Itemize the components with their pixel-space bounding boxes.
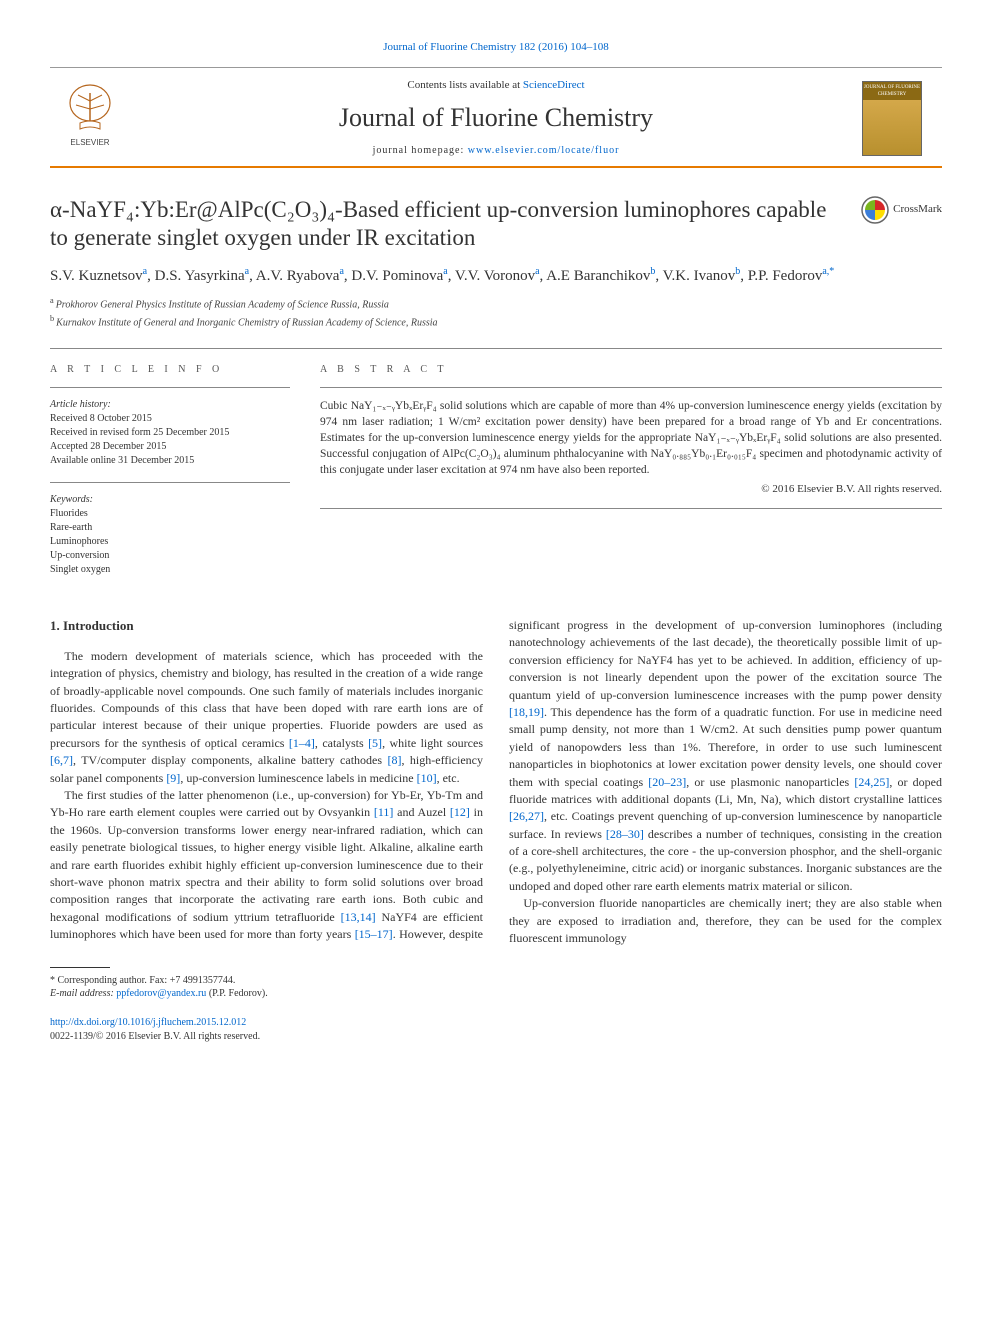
journal-citation-link[interactable]: Journal of Fluorine Chemistry 182 (2016)… xyxy=(383,41,608,53)
body-paragraph: Up-conversion fluoride nanoparticles are… xyxy=(509,895,942,947)
footnote-separator xyxy=(50,967,110,968)
ref-link[interactable]: [28–30] xyxy=(606,827,644,841)
section-heading: 1. Introduction xyxy=(50,617,483,636)
keyword: Fluorides xyxy=(50,507,290,521)
history-line: Accepted 28 December 2015 xyxy=(50,440,290,454)
journal-homepage: journal homepage: www.elsevier.com/locat… xyxy=(130,144,862,158)
ref-link[interactable]: [11] xyxy=(374,805,394,819)
crossmark-badge[interactable]: CrossMark xyxy=(861,196,942,224)
article-title: α-NaYF₄:Yb:Er@AlPc(C₂O₃)₄-Based efficien… xyxy=(50,196,861,251)
affiliation-b: Kurnakov Institute of General and Inorga… xyxy=(56,317,437,328)
email-who: (P.P. Fedorov). xyxy=(206,988,267,999)
ref-link[interactable]: [8] xyxy=(387,753,401,767)
corresponding-author: * Corresponding author. Fax: +7 49913577… xyxy=(50,974,942,987)
body-paragraph: The modern development of materials scie… xyxy=(50,648,483,787)
sciencedirect-link[interactable]: ScienceDirect xyxy=(523,79,585,91)
abstract-copyright: © 2016 Elsevier B.V. All rights reserved… xyxy=(320,482,942,497)
history-line: Received 8 October 2015 xyxy=(50,412,290,426)
ref-link[interactable]: [9] xyxy=(166,771,180,785)
article-info-column: A R T I C L E I N F O Article history: R… xyxy=(50,363,290,591)
abstract-heading: A B S T R A C T xyxy=(320,363,942,377)
masthead: ELSEVIER Contents lists available at Sci… xyxy=(50,67,942,168)
keyword: Luminophores xyxy=(50,535,290,549)
article-body: 1. Introduction The modern development o… xyxy=(50,617,942,947)
homepage-link[interactable]: www.elsevier.com/locate/fluor xyxy=(468,145,620,156)
ref-link[interactable]: [6,7] xyxy=(50,753,73,767)
contents-line: Contents lists available at ScienceDirec… xyxy=(130,78,862,93)
keyword: Singlet oxygen xyxy=(50,563,290,577)
ref-link[interactable]: [26,27] xyxy=(509,809,544,823)
separator xyxy=(50,348,942,349)
ref-link[interactable]: [24,25] xyxy=(854,775,889,789)
ref-link[interactable]: [13,14] xyxy=(341,910,376,924)
history-line: Received in revised form 25 December 201… xyxy=(50,426,290,440)
ref-link[interactable]: [18,19] xyxy=(509,705,544,719)
affiliations: aProkhorov General Physics Institute of … xyxy=(50,295,942,330)
email-label: E-mail address: xyxy=(50,988,114,999)
doi-link[interactable]: http://dx.doi.org/10.1016/j.jfluchem.201… xyxy=(50,1017,246,1028)
history-line: Available online 31 December 2015 xyxy=(50,454,290,468)
history-label: Article history: xyxy=(50,398,290,412)
ref-link[interactable]: [15–17] xyxy=(355,927,393,941)
keywords-label: Keywords: xyxy=(50,493,290,507)
ref-link[interactable]: [1–4] xyxy=(289,736,315,750)
ref-link[interactable]: [12] xyxy=(450,805,470,819)
ref-link[interactable]: [10] xyxy=(417,771,437,785)
svg-text:ELSEVIER: ELSEVIER xyxy=(70,138,109,147)
keyword: Up-conversion xyxy=(50,549,290,563)
cover-title: JOURNAL OF FLUORINE CHEMISTRY xyxy=(863,82,921,100)
journal-name: Journal of Fluorine Chemistry xyxy=(130,100,862,136)
author-list: S.V. Kuznetsova, D.S. Yasyrkinaa, A.V. R… xyxy=(50,265,942,287)
article-info-heading: A R T I C L E I N F O xyxy=(50,363,290,377)
email-link[interactable]: ppfedorov@yandex.ru xyxy=(116,988,206,999)
journal-citation: Journal of Fluorine Chemistry 182 (2016)… xyxy=(50,40,942,55)
issn-copyright: 0022-1139/© 2016 Elsevier B.V. All right… xyxy=(50,1030,942,1044)
journal-cover: JOURNAL OF FLUORINE CHEMISTRY xyxy=(862,81,932,156)
ref-link[interactable]: [5] xyxy=(368,736,382,750)
crossmark-label: CrossMark xyxy=(893,202,942,217)
ref-link[interactable]: [20–23] xyxy=(648,775,686,789)
elsevier-tree-icon: ELSEVIER xyxy=(60,81,120,151)
doi-block: http://dx.doi.org/10.1016/j.jfluchem.201… xyxy=(50,1016,942,1044)
abstract-text: Cubic NaY₁₋ₓ₋ᵧYbₓErᵧF₄ solid solutions w… xyxy=(320,398,942,478)
footnotes: * Corresponding author. Fax: +7 49913577… xyxy=(50,974,942,1000)
affiliation-a: Prokhorov General Physics Institute of R… xyxy=(56,300,389,311)
keyword: Rare-earth xyxy=(50,521,290,535)
abstract-column: A B S T R A C T Cubic NaY₁₋ₓ₋ᵧYbₓErᵧF₄ s… xyxy=(320,363,942,591)
publisher-logo: ELSEVIER xyxy=(60,81,130,156)
crossmark-icon xyxy=(861,196,889,224)
